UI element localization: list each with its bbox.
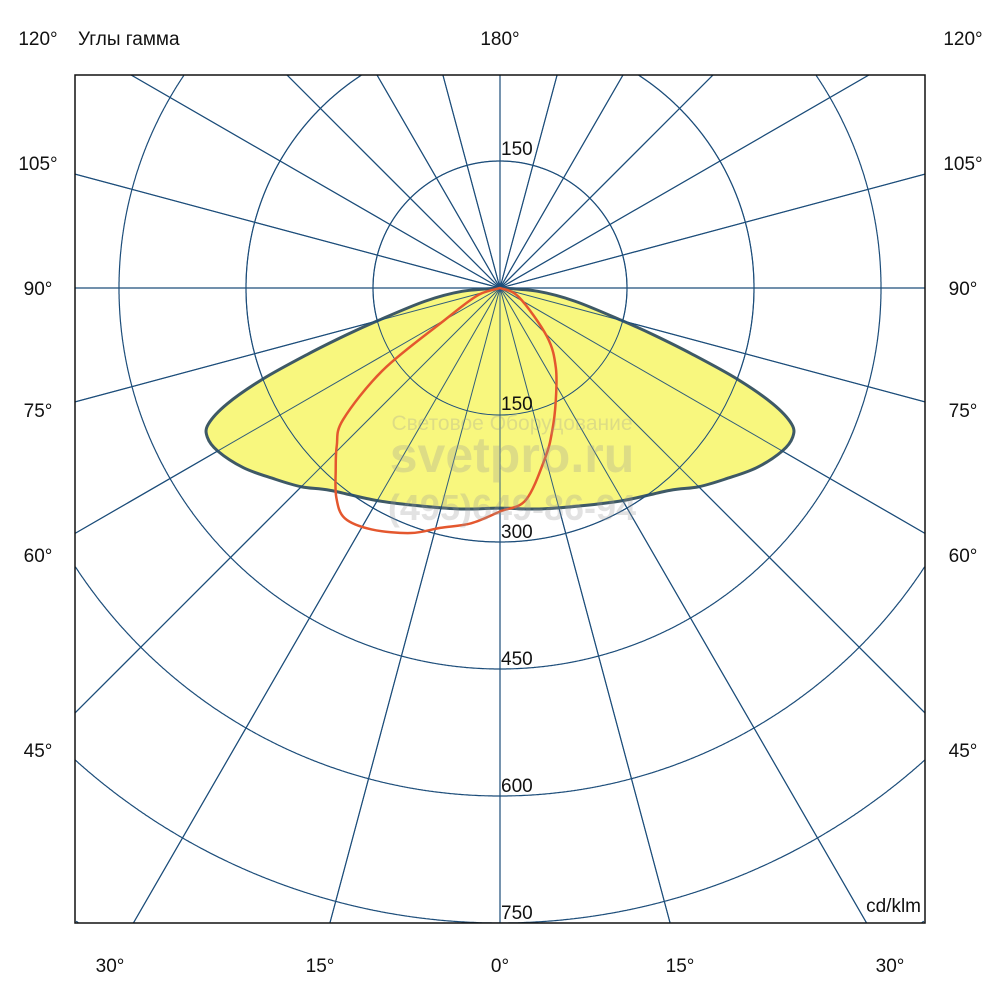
- angle-label-left: 75°: [24, 401, 53, 422]
- grid-spoke-overlay: [499, 287, 925, 534]
- angle-label-right: 75°: [949, 401, 978, 422]
- grid-spoke-overlay: [499, 75, 870, 289]
- radial-tick-label: 150: [501, 394, 533, 415]
- angle-label-right: 105°: [943, 154, 982, 175]
- grid-spoke-overlay: [442, 75, 501, 289]
- grid-circle-overlay: [372, 160, 628, 416]
- grid-spoke-overlay: [499, 75, 558, 289]
- angle-label-top-right: 120°: [943, 29, 982, 50]
- grid-spoke-overlay: [376, 75, 501, 289]
- angle-label-bottom: 30°: [96, 956, 125, 977]
- unit-label: cd/klm: [866, 896, 921, 917]
- grid-circle-overlay: [245, 75, 755, 543]
- angle-label-left: 60°: [24, 546, 53, 567]
- svg-text:(495)649-86-94: (495)649-86-94: [388, 487, 636, 528]
- svg-text:Световое Оборудование: Световое Оборудование: [391, 412, 632, 435]
- grid-spoke-overlay: [499, 75, 624, 289]
- angle-label-bottom: 15°: [306, 956, 335, 977]
- angle-label-right: 45°: [949, 741, 978, 762]
- grid-spoke-overlay: [499, 287, 671, 923]
- svg-text:svetpro.ru: svetpro.ru: [390, 427, 635, 483]
- radial-label-top: 150: [501, 139, 533, 160]
- angle-label-left: 105°: [18, 154, 57, 175]
- grid-spoke-overlay: [75, 173, 501, 289]
- grid-spoke-overlay: [75, 287, 501, 403]
- angle-label-bottom: 15°: [666, 956, 695, 977]
- intensity-curves: [75, 75, 925, 923]
- grid-spoke-overlay: [130, 75, 501, 289]
- radial-tick-label: 600: [501, 776, 533, 797]
- grid-circle: [118, 75, 882, 670]
- angle-label-top-left: 120°: [18, 29, 57, 50]
- angle-label-bottom: 30°: [876, 956, 905, 977]
- radial-tick-label: 450: [501, 649, 533, 670]
- grid-circle: [75, 759, 925, 923]
- watermark: Световое Оборудование svetpro.ru (495)64…: [388, 412, 636, 528]
- angle-label-top-center: 180°: [480, 29, 519, 50]
- angle-label-right: 60°: [949, 546, 978, 567]
- radial-tick-label: 750: [501, 903, 533, 924]
- plot-frame: [74, 74, 926, 924]
- grid-spoke-overlay: [286, 75, 501, 289]
- radial-tick-label: 300: [501, 522, 533, 543]
- angle-label-bottom: 0°: [491, 956, 509, 977]
- chart-title: Углы гамма: [78, 29, 180, 50]
- angle-label-left: 90°: [24, 279, 53, 300]
- grid-spoke-overlay: [132, 287, 501, 923]
- angle-label-left: 45°: [24, 741, 53, 762]
- grid-spoke-overlay: [75, 287, 501, 534]
- intensity-curve-c90-c270: [334, 286, 558, 535]
- grid-spoke-overlay: [499, 287, 868, 923]
- grid-spoke-overlay: [329, 287, 501, 923]
- grid-spoke-overlay: [499, 287, 925, 403]
- grid-spoke-overlay: [75, 287, 501, 714]
- grid-spoke-overlay: [499, 287, 925, 714]
- grid-spoke-overlay: [499, 75, 714, 289]
- grid-spoke-overlay: [499, 173, 925, 289]
- angle-label-right: 90°: [949, 279, 978, 300]
